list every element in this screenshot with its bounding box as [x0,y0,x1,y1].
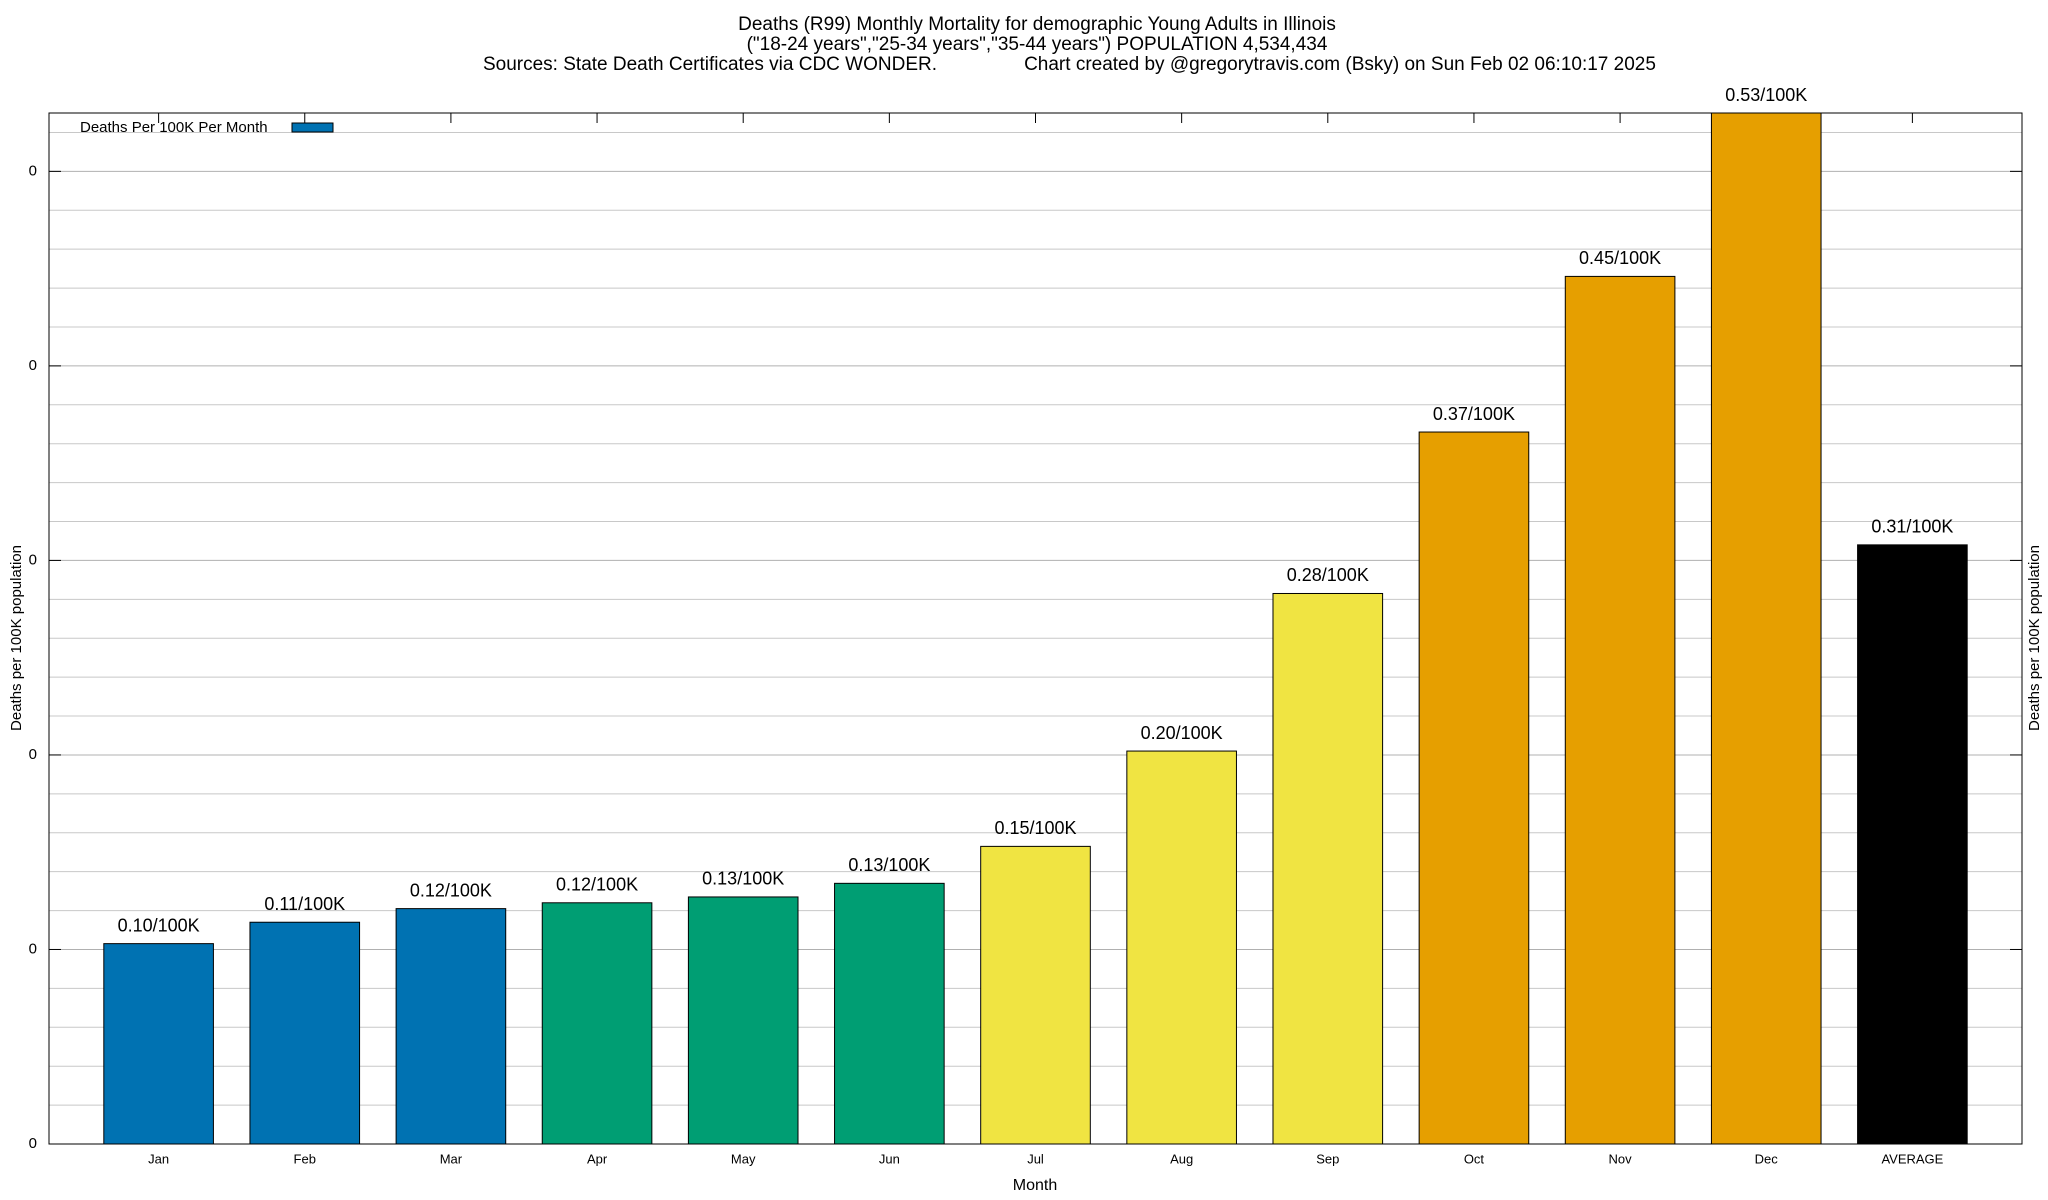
value-label: 0.31/100K [1871,517,1953,537]
value-label: 0.10/100K [118,915,200,935]
value-label: 0.37/100K [1433,404,1515,424]
value-label: 0.12/100K [410,880,492,900]
value-label: 0.45/100K [1579,248,1661,268]
bar [980,845,1091,1145]
bar [249,921,361,1145]
chart-title: Deaths (R99) Monthly Mortality for demog… [738,14,1336,35]
x-tick-label: Mar [440,1151,463,1166]
y-tick-label: 0 [29,940,37,957]
legend-swatch [291,122,334,133]
x-tick-label: Apr [587,1151,608,1166]
x-tick-label: Nov [1609,1151,1633,1166]
value-label: 0.15/100K [994,818,1076,838]
bar [834,882,945,1145]
y-axis-label-right: Deaths per 100K population [2026,545,2043,731]
bar [103,943,214,1145]
x-tick-label: Feb [294,1151,316,1166]
x-tick-label: May [731,1151,756,1166]
y-tick-label: 0 [29,551,37,568]
y-tick-label: 0 [29,357,37,374]
legend-label: Deaths Per 100K Per Month [80,119,268,136]
chart-subtitle: ("18-24 years","25-34 years","35-44 year… [747,34,1328,55]
chart-source: Sources: State Death Certificates via CD… [483,54,937,75]
y-tick-label: 0 [29,746,37,763]
y-tick-label: 0 [29,1135,37,1152]
x-tick-label: Oct [1464,1151,1485,1166]
y-tick-label: 0 [29,162,37,179]
x-tick-label: Jan [148,1151,169,1166]
chart-credit: Chart created by @gregorytravis.com (Bsk… [1024,54,1656,75]
bar [541,902,653,1145]
x-axis-label: Month [1013,1177,1057,1194]
y-axis-label: Deaths per 100K population [8,545,25,731]
x-tick-label: Jun [879,1151,900,1166]
bar [1126,750,1237,1145]
x-tick-label: Dec [1755,1151,1779,1166]
bar [1710,112,1822,1145]
x-tick-label: Aug [1170,1151,1193,1166]
value-label: 0.28/100K [1287,565,1369,585]
bar [1272,592,1384,1145]
x-tick-label: Sep [1316,1151,1339,1166]
bar [687,896,799,1145]
bar [1564,275,1676,1145]
x-tick-label: AVERAGE [1881,1151,1943,1166]
value-label: 0.11/100K [264,894,345,914]
value-label: 0.20/100K [1141,723,1223,743]
value-label: 0.13/100K [702,869,784,889]
value-label: 0.12/100K [556,875,638,895]
value-label: 0.13/100K [848,855,930,875]
value-label: 0.53/100K [1725,85,1807,105]
bar [395,908,507,1145]
bar [1857,544,1968,1145]
x-tick-label: Jul [1027,1151,1044,1166]
bar [1418,431,1530,1145]
